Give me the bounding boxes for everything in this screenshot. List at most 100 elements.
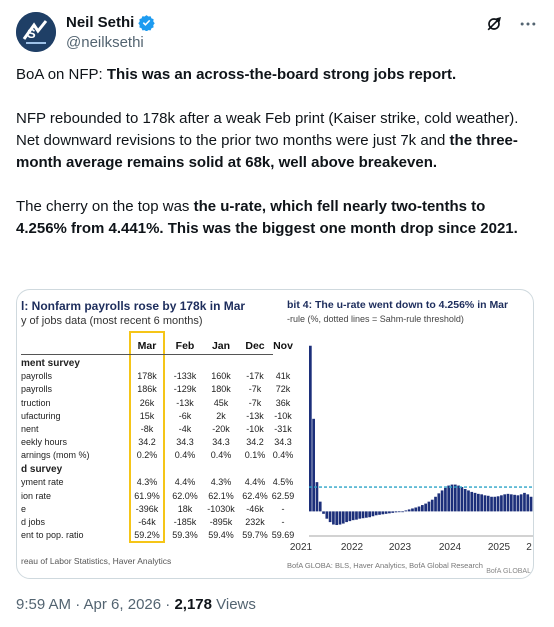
chart-subtitle: -rule (%, dotted lines = Sahm-rule thres… xyxy=(287,314,464,324)
chart-bar xyxy=(440,490,444,512)
chart-bar xyxy=(407,509,411,512)
chart-bar xyxy=(509,494,513,512)
table-cell: -7k xyxy=(248,397,262,408)
grok-icon[interactable] xyxy=(484,14,504,34)
chart-bar xyxy=(503,494,507,512)
jobs-table-panel: l: Nonfarm payrolls rose by 178k in Mar … xyxy=(17,290,294,578)
chart-bar xyxy=(496,496,500,512)
chart-bar xyxy=(332,511,335,525)
author-name[interactable]: Neil Sethi xyxy=(66,14,135,31)
table-row: payrolls 178k -133k 160k -17k 41k xyxy=(17,371,290,383)
table-cell: -46k xyxy=(246,503,264,514)
text-normal: The cherry on the top was xyxy=(16,198,194,215)
table-row: yment rate 4.3% 4.4% 4.3% 4.4% 4.5% xyxy=(17,477,293,489)
table-column-header: Mar xyxy=(137,340,157,352)
avatar[interactable]: S xyxy=(16,12,56,52)
author-handle[interactable]: @neilksethi xyxy=(66,34,144,51)
chart-bar xyxy=(374,511,378,516)
urate-chart: 2021 2022 2023 2024 2025 2 xyxy=(290,345,533,553)
chart-bar xyxy=(371,511,375,517)
chart-bar xyxy=(453,484,457,512)
table-cell: 0.4% xyxy=(272,450,294,461)
chart-bar xyxy=(480,494,483,512)
table-cell: 34.2 xyxy=(138,437,156,448)
table-cell: 4.4% xyxy=(244,477,266,488)
table-cell: -7k xyxy=(248,384,262,395)
table-cell: 72k xyxy=(275,384,291,395)
table-cell: -17k xyxy=(246,371,264,382)
chart-bar xyxy=(365,511,368,518)
table-subtitle: y of jobs data (most recent 6 months) xyxy=(21,315,203,327)
x-tick-label: 2 xyxy=(526,542,532,553)
text-normal: BoA on NFP: xyxy=(16,66,107,83)
x-tick-label: 2024 xyxy=(439,542,462,553)
table-cell: -133k xyxy=(173,371,197,382)
table-cell: 186k xyxy=(137,384,157,395)
more-icon[interactable] xyxy=(518,14,538,34)
table-cell: 15k xyxy=(139,410,155,421)
verified-badge-icon xyxy=(138,14,156,32)
table-row: nent -8k -4k -20k -10k -31k xyxy=(17,424,292,436)
table-cell: 59.2% xyxy=(134,530,160,541)
table-cell: 59.4% xyxy=(208,530,234,541)
mar-highlight-box xyxy=(129,331,165,543)
table-row: ment survey xyxy=(17,358,279,370)
tweet-timestamp[interactable]: 9:59 AM · Apr 6, 2026 · xyxy=(16,596,175,613)
chart-bar xyxy=(460,487,464,512)
chart-bar xyxy=(500,495,503,512)
table-cell: 0.1% xyxy=(244,450,266,461)
chart-bar xyxy=(394,511,398,513)
tweet-paragraph-3: The cherry on the top was the u-rate, wh… xyxy=(16,196,534,240)
table-cell: 59.69 xyxy=(271,530,295,541)
table-cell: - xyxy=(281,517,285,527)
chart-bar xyxy=(361,511,365,519)
chart-title: bit 4: The u-rate went down to 4.256% in… xyxy=(287,299,509,311)
tweet-paragraph-2: NFP rebounded to 178k after a weak Feb p… xyxy=(16,108,534,174)
chart-bar xyxy=(463,488,467,512)
table-cell: 62.59 xyxy=(271,490,295,501)
tweet-text: BoA on NFP: This was an across-the-board… xyxy=(16,64,534,240)
chart-footer-brand-right: BofA GLOBAL xyxy=(486,568,531,575)
tweet-paragraph-1: BoA on NFP: This was an across-the-board… xyxy=(16,64,534,86)
table-cell: -20k xyxy=(212,424,230,434)
chart-bar xyxy=(470,491,474,512)
table-cell: -895k xyxy=(209,517,233,527)
table-cell: 160k xyxy=(211,371,231,382)
table-cell: 41k xyxy=(275,371,291,382)
chart-bar xyxy=(318,501,322,512)
chart-bar xyxy=(519,494,523,512)
chart-bar xyxy=(401,511,404,513)
table-cell: 34.3 xyxy=(176,437,194,448)
table-cell: 34.3 xyxy=(212,437,230,448)
table-divider xyxy=(21,354,273,355)
chart-bar xyxy=(427,501,431,512)
table-cell: 180k xyxy=(211,384,231,395)
tweet-meta: 9:59 AM · Apr 6, 2026 · 2,178 Views xyxy=(16,596,256,613)
views-label: Views xyxy=(211,596,256,613)
tweet-media-image[interactable]: l: Nonfarm payrolls rose by 178k in Mar … xyxy=(16,289,534,579)
chart-bar xyxy=(411,508,414,512)
text-bold: This was an across-the-board strong jobs… xyxy=(106,66,457,83)
table-cell: 62.0% xyxy=(172,490,198,501)
table-cell: -4k xyxy=(178,424,192,434)
table-row-label: ment survey xyxy=(21,358,80,369)
table-row: ion rate 61.9% 62.0% 62.1% 62.4% 62.59 xyxy=(17,490,294,503)
table-cell: -10k xyxy=(274,410,292,421)
table-cell: -6k xyxy=(178,410,192,421)
table-cell: -396k xyxy=(135,503,159,514)
chart-bar xyxy=(348,511,352,522)
chart-footer-source: : BLS, Haver Analytics, BofA Global Rese… xyxy=(330,561,483,570)
table-row-label: nent xyxy=(21,424,39,434)
table-row-label: e xyxy=(21,503,27,514)
chart-bar xyxy=(414,507,418,512)
table-cell: 62.4% xyxy=(242,490,268,501)
x-tick-label: 2025 xyxy=(488,542,511,553)
table-cell: 61.9% xyxy=(134,490,160,501)
table-cell: 0.4% xyxy=(210,450,232,461)
chart-bar xyxy=(529,496,533,512)
table-row: payrolls 186k -129k 180k -7k 72k xyxy=(17,384,290,396)
table-cell: -8k xyxy=(140,424,154,434)
chart-bar xyxy=(437,493,441,512)
table-row-label: ent to pop. ratio xyxy=(21,530,84,541)
chart-bar xyxy=(490,496,493,512)
